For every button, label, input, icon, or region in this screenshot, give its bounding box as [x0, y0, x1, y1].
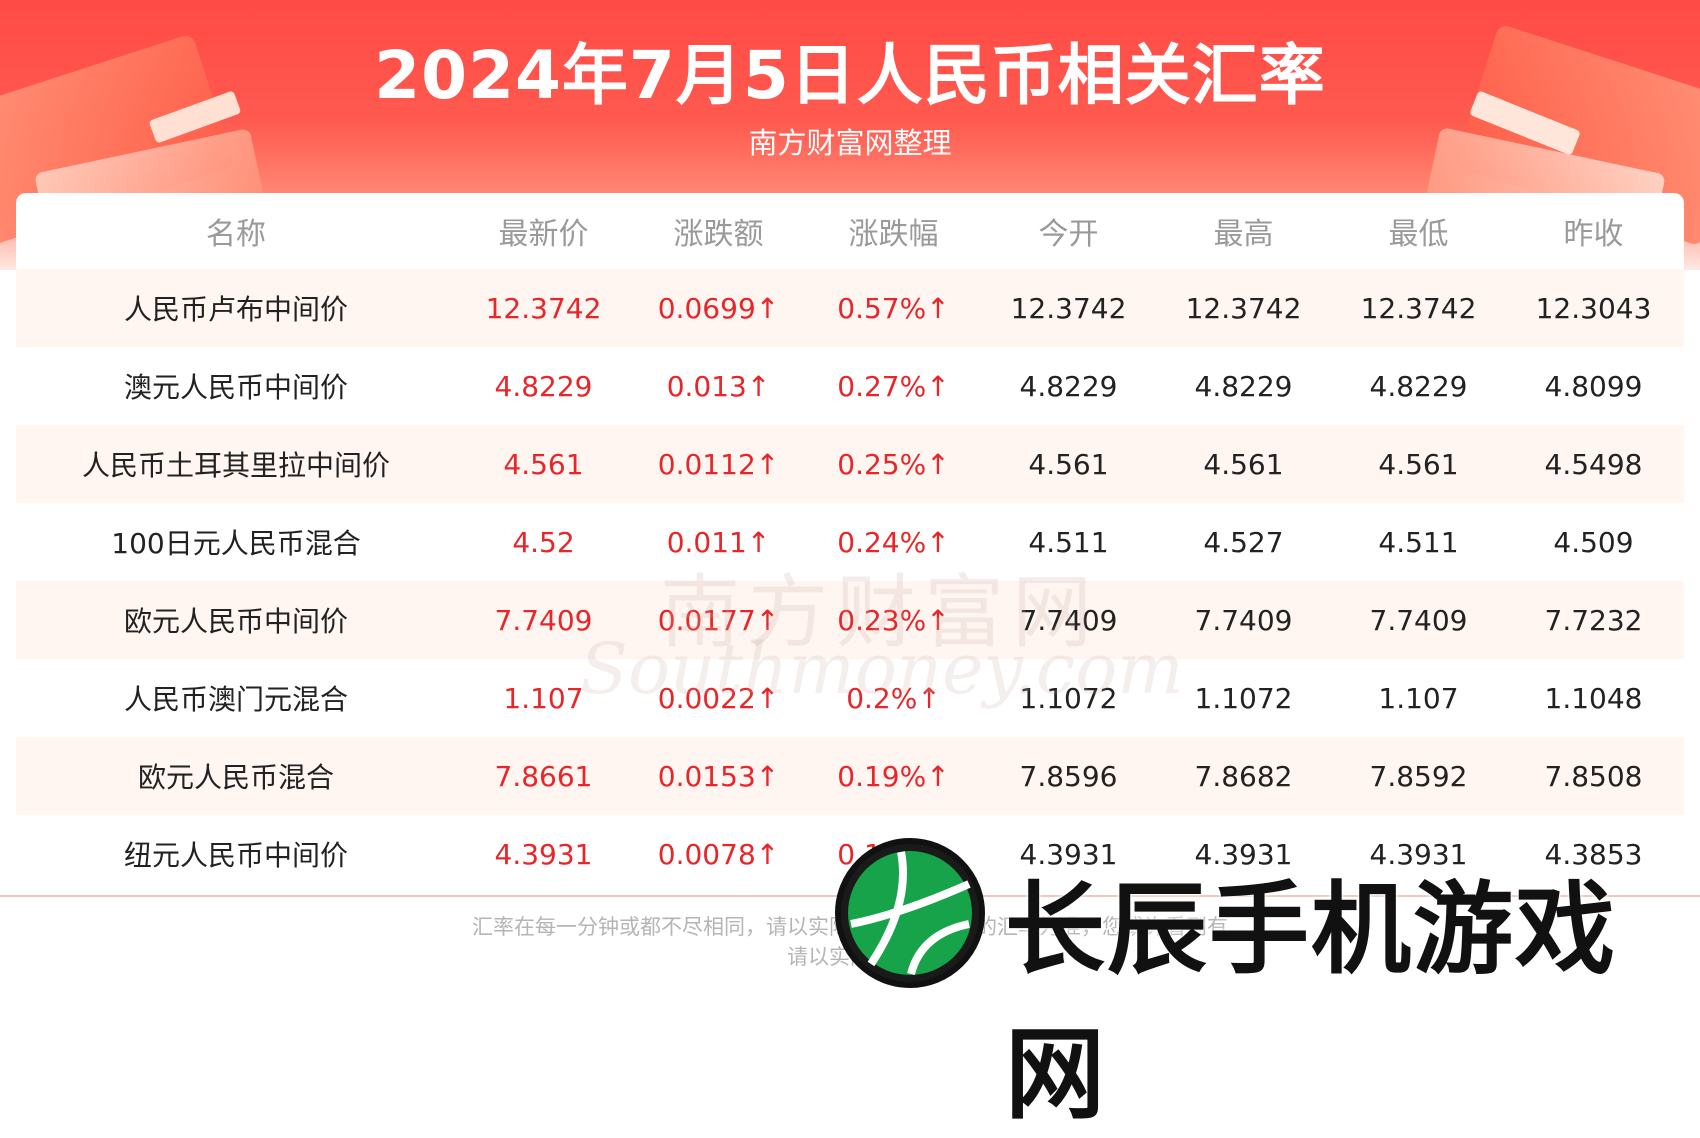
- cell-change: 0.0153↑: [657, 759, 780, 793]
- cell-low: 4.511: [1378, 525, 1459, 559]
- table-row: 欧元人民币中间价 7.7409 0.0177↑ 0.23%↑ 7.7409 7.…: [16, 581, 1684, 659]
- cell-high: 12.3742: [1185, 291, 1302, 325]
- cell-low: 12.3742: [1360, 291, 1477, 325]
- cell-name: 100日元人民币混合: [111, 527, 361, 560]
- cell-high: 4.3931: [1194, 837, 1293, 871]
- cell-latest: 7.8661: [494, 759, 593, 793]
- table-row: 纽元人民币中间价 4.3931 0.0078↑ 0.18%↑ 4.3931 4.…: [16, 815, 1684, 893]
- cell-change-pct: 0.2%↑: [846, 681, 941, 715]
- table-row: 人民币澳门元混合 1.107 0.0022↑ 0.2%↑ 1.1072 1.10…: [16, 659, 1684, 737]
- cell-latest: 4.3931: [494, 837, 593, 871]
- cell-latest: 7.7409: [494, 603, 593, 637]
- cell-low: 4.561: [1378, 447, 1459, 481]
- header-open: 今开: [1038, 217, 1099, 252]
- cell-change: 0.0699↑: [657, 291, 780, 325]
- cell-prev-close: 4.5498: [1544, 447, 1643, 481]
- cell-latest: 4.561: [503, 447, 584, 481]
- cell-open: 4.8229: [1019, 369, 1118, 403]
- cell-change-pct: 0.25%↑: [837, 447, 950, 481]
- cell-low: 4.8229: [1369, 369, 1468, 403]
- cell-prev-close: 4.8099: [1544, 369, 1643, 403]
- cell-latest: 4.8229: [494, 369, 593, 403]
- header-high: 最高: [1213, 217, 1274, 252]
- cell-high: 7.8682: [1194, 759, 1293, 793]
- cell-prev-close: 4.3853: [1544, 837, 1643, 871]
- cell-open: 4.561: [1028, 447, 1109, 481]
- cell-high: 4.8229: [1194, 369, 1293, 403]
- table-row: 人民币卢布中间价 12.3742 0.0699↑ 0.57%↑ 12.3742 …: [16, 269, 1684, 347]
- table-row: 澳元人民币中间价 4.8229 0.013↑ 0.27%↑ 4.8229 4.8…: [16, 347, 1684, 425]
- basketball-logo-icon: [835, 838, 985, 988]
- header-change: 涨跌额: [673, 217, 764, 252]
- cell-open: 4.511: [1028, 525, 1109, 559]
- header-name: 名称: [206, 217, 266, 252]
- cell-high: 1.1072: [1194, 681, 1293, 715]
- cell-prev-close: 7.8508: [1544, 759, 1643, 793]
- cell-change: 0.0112↑: [657, 447, 780, 481]
- cell-open: 1.1072: [1019, 681, 1118, 715]
- cell-low: 7.7409: [1369, 603, 1468, 637]
- cell-low: 7.8592: [1369, 759, 1468, 793]
- page-title: 2024年7月5日人民币相关汇率: [374, 37, 1326, 114]
- brand-overlay: 长辰手机游戏网: [835, 838, 1695, 1133]
- cell-change-pct: 0.24%↑: [837, 525, 950, 559]
- cell-name: 人民币澳门元混合: [123, 683, 348, 716]
- rates-table: 名称 最新价 涨跌额 涨跌幅 今开 最高 最低 昨收 人民币卢布中间价 12.3…: [16, 193, 1684, 893]
- cell-open: 7.8596: [1019, 759, 1118, 793]
- header-latest: 最新价: [498, 217, 589, 252]
- cell-latest: 12.3742: [485, 291, 602, 325]
- cell-low: 4.3931: [1369, 837, 1468, 871]
- cell-open: 12.3742: [1010, 291, 1127, 325]
- header-change-pct: 涨跌幅: [848, 217, 939, 252]
- cell-open: 4.3931: [1019, 837, 1118, 871]
- cell-prev-close: 1.1048: [1544, 681, 1643, 715]
- cell-high: 7.7409: [1194, 603, 1293, 637]
- page-subtitle: 南方财富网整理: [748, 126, 952, 160]
- cell-name: 人民币卢布中间价: [123, 293, 348, 326]
- cell-name: 纽元人民币中间价: [123, 839, 348, 872]
- table-row: 欧元人民币混合 7.8661 0.0153↑ 0.19%↑ 7.8596 7.8…: [16, 737, 1684, 815]
- header-prev-close: 昨收: [1563, 217, 1624, 252]
- cell-high: 4.527: [1203, 525, 1284, 559]
- cell-prev-close: 7.7232: [1544, 603, 1643, 637]
- cell-name: 澳元人民币中间价: [123, 371, 348, 404]
- cell-latest: 4.52: [512, 525, 575, 559]
- table-row: 100日元人民币混合 4.52 0.011↑ 0.24%↑ 4.511 4.52…: [16, 503, 1684, 581]
- cell-low: 1.107: [1378, 681, 1459, 715]
- cell-change: 0.011↑: [666, 525, 771, 559]
- cell-change-pct: 0.27%↑: [837, 369, 950, 403]
- cell-change-pct: 0.57%↑: [837, 291, 950, 325]
- cell-prev-close: 12.3043: [1535, 291, 1652, 325]
- table-header: 名称 最新价 涨跌额 涨跌幅 今开 最高 最低 昨收: [16, 193, 1684, 269]
- cell-change-pct: 0.19%↑: [837, 759, 950, 793]
- cell-change: 0.0177↑: [657, 603, 780, 637]
- header-low: 最低: [1388, 217, 1449, 252]
- cell-change: 0.013↑: [666, 369, 771, 403]
- cell-name: 欧元人民币中间价: [123, 605, 348, 638]
- table-row: 人民币土耳其里拉中间价 4.561 0.0112↑ 0.25%↑ 4.561 4…: [16, 425, 1684, 503]
- cell-name: 人民币土耳其里拉中间价: [81, 449, 390, 482]
- brand-name: 长辰手机游戏网: [1005, 871, 1617, 1133]
- cell-change: 0.0078↑: [657, 837, 780, 871]
- cell-prev-close: 4.509: [1553, 525, 1634, 559]
- cell-open: 7.7409: [1019, 603, 1118, 637]
- cell-change-pct: 0.23%↑: [837, 603, 950, 637]
- cell-high: 4.561: [1203, 447, 1284, 481]
- cell-latest: 1.107: [503, 681, 584, 715]
- cell-name: 欧元人民币混合: [137, 761, 334, 794]
- cell-change: 0.0022↑: [657, 681, 780, 715]
